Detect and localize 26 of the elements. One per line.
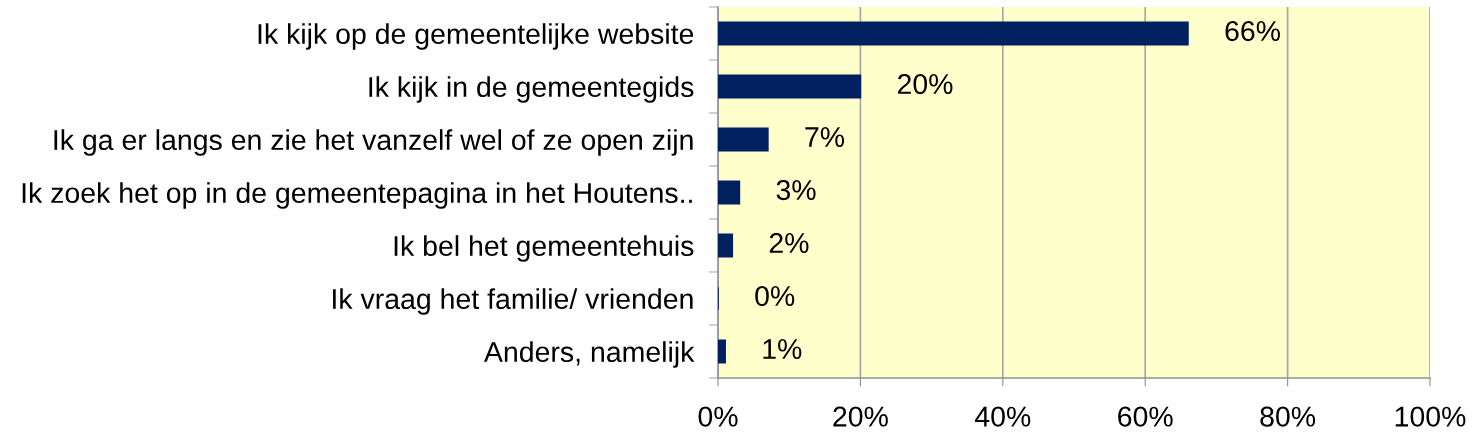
y-tick-label: Ik ga er langs en zie het vanzelf wel of ze open zijn (54, 129, 693, 156)
x-tick-label: 100% (1395, 406, 1466, 427)
data-label: 0% (755, 285, 795, 307)
bar (718, 74, 862, 99)
x-tick-label: 60% (1118, 406, 1173, 427)
y-tick-label: Ik kijk op de gemeentelijke website (258, 23, 694, 50)
data-label: 20% (897, 73, 953, 95)
data-label: 66% (1225, 20, 1280, 42)
x-tick-label: 40% (974, 406, 1031, 427)
bar (718, 21, 1189, 46)
data-label: 7% (805, 127, 845, 148)
y-tick-label: Ik vraag het familie/ vrienden (333, 288, 693, 315)
y-tick-label: Anders, namelijk (483, 341, 695, 368)
x-tick-label: 0% (698, 406, 738, 427)
y-tick-label: Ik zoek het op in de gemeentepagina in het Houtens.. (22, 182, 692, 209)
bar (718, 180, 741, 205)
bar (718, 233, 734, 258)
data-label: 1% (763, 339, 802, 360)
y-tick-label: Ik kijk in de gemeentegids (369, 76, 694, 103)
y-tick-label: Ik bel het gemeentehuis (394, 235, 694, 262)
data-label: 2% (769, 232, 809, 254)
bar (718, 339, 726, 364)
x-tick-label: 80% (1260, 406, 1316, 427)
x-tick-label: 20% (833, 406, 888, 427)
data-label: 3% (776, 179, 816, 201)
bar (718, 127, 769, 152)
